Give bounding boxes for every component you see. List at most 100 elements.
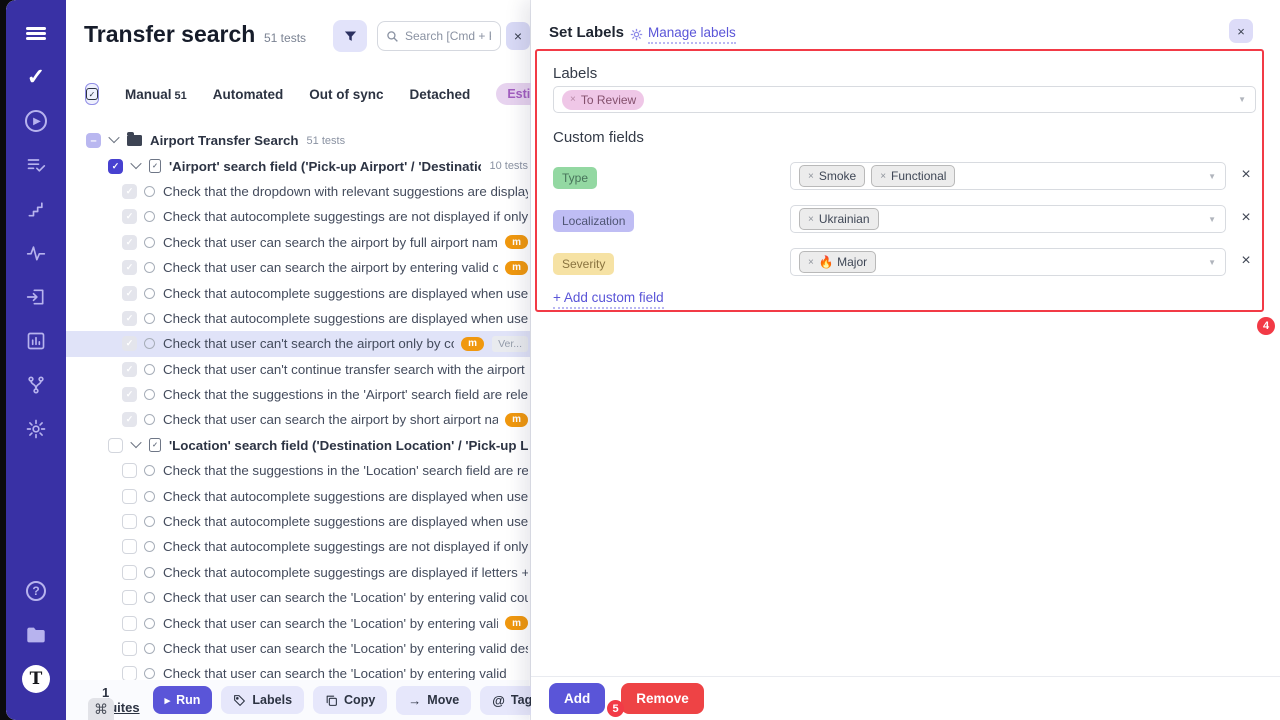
row-checkbox[interactable] — [122, 615, 137, 631]
test-row[interactable]: ✓ Check that autocomplete suggestions are… — [66, 280, 530, 305]
remove-field-button[interactable]: × — [1241, 209, 1251, 226]
row-checkbox[interactable]: ✓ — [108, 158, 123, 174]
analytics-icon[interactable] — [19, 324, 53, 358]
field-value-tag[interactable]: × Functional — [871, 165, 956, 187]
row-checkbox[interactable]: ✓ — [122, 260, 137, 276]
remove-tag-icon[interactable]: × — [808, 256, 814, 268]
remove-tag-icon[interactable]: × — [808, 170, 814, 182]
chevron-down-icon[interactable] — [130, 436, 142, 449]
logo-icon[interactable]: T — [19, 662, 53, 696]
test-row[interactable]: ✓ Check that user can't continue transfer… — [66, 357, 530, 382]
row-checkbox[interactable] — [122, 539, 137, 555]
row-checkbox[interactable]: ✓ — [122, 234, 137, 250]
remove-tag-icon[interactable]: × — [880, 170, 887, 182]
folder-row[interactable]: – Airport Transfer Search 51 tests — [66, 128, 530, 153]
row-title: Check that autocomplete suggestions are … — [163, 514, 528, 530]
projects-icon[interactable] — [19, 618, 53, 652]
move-button[interactable]: → Move — [396, 685, 472, 715]
test-status-icon — [144, 592, 155, 604]
row-checkbox[interactable] — [122, 463, 137, 479]
row-checkbox[interactable]: ✓ — [122, 412, 137, 428]
remove-field-button[interactable]: × — [1241, 166, 1251, 183]
import-icon[interactable] — [19, 280, 53, 314]
copy-button[interactable]: Copy — [313, 686, 388, 714]
remove-field-button[interactable]: × — [1241, 252, 1251, 269]
suite-row[interactable]: ✓ 'Location' search field ('Destination L… — [66, 433, 530, 458]
run-button[interactable]: ▸ Run — [152, 686, 213, 714]
add-custom-field-link[interactable]: + Add custom field — [553, 290, 664, 309]
chevron-down-icon[interactable] — [130, 157, 142, 169]
row-checkbox[interactable] — [122, 514, 137, 530]
remove-button[interactable]: Remove — [621, 683, 704, 714]
tab-out-of-sync[interactable]: Out of sync — [309, 86, 384, 102]
manual-badge: m — [505, 616, 528, 631]
remove-tag-icon[interactable]: × — [570, 94, 576, 105]
suite-row[interactable]: ✓ ✓ 'Airport' search field ('Pick-up Airpo… — [66, 153, 530, 178]
search-input[interactable] — [405, 29, 491, 43]
test-row[interactable]: ✓ Check that user can search the airport … — [66, 230, 530, 255]
test-row[interactable]: ✓ Check that user can search the airport … — [66, 407, 530, 432]
field-value-tag[interactable]: × Ukrainian — [799, 208, 879, 230]
test-row[interactable]: ✓ Check that user can't search the airpor… — [66, 331, 530, 357]
row-checkbox[interactable] — [122, 488, 137, 504]
tab-manual[interactable]: Manual 51 — [125, 86, 187, 102]
milestones-icon[interactable] — [19, 192, 53, 226]
test-row[interactable]: Check that autocomplete suggestings are … — [66, 560, 530, 585]
chevron-down-icon[interactable] — [108, 132, 120, 144]
row-checkbox[interactable]: ✓ — [122, 387, 137, 403]
test-row[interactable]: Check that user can search the 'Location… — [66, 636, 530, 661]
test-row[interactable]: Check that the suggestions in the 'Locat… — [66, 458, 530, 483]
test-row[interactable]: ✓ Check that autocomplete suggestings are… — [66, 204, 530, 229]
row-checkbox[interactable]: ✓ — [122, 361, 137, 377]
test-row[interactable]: Check that user can search the 'Location… — [66, 585, 530, 610]
row-checkbox[interactable] — [122, 564, 137, 580]
runs-icon[interactable]: ▶ — [19, 104, 53, 138]
test-row[interactable]: ✓ Check that user can search the airport … — [66, 255, 530, 280]
row-checkbox[interactable] — [122, 590, 137, 606]
row-checkbox[interactable]: ✓ — [122, 310, 137, 326]
field-select-severity[interactable]: × 🔥 Major ▼ — [790, 248, 1226, 276]
field-select-localization[interactable]: × Ukrainian ▼ — [790, 205, 1226, 233]
label-tag[interactable]: × To Review — [562, 89, 645, 110]
help-icon[interactable]: ? — [19, 574, 53, 608]
row-checkbox[interactable] — [108, 437, 123, 453]
test-row[interactable]: ✓ Check that autocomplete suggestions are… — [66, 306, 530, 331]
search-box[interactable] — [377, 21, 501, 51]
field-value-tag[interactable]: × Smoke — [799, 165, 866, 187]
tests-icon[interactable]: ✓ — [26, 64, 46, 89]
tab-detached[interactable]: Detached — [409, 86, 471, 102]
row-checkbox[interactable]: ✓ — [122, 336, 137, 352]
row-checkbox[interactable]: ✓ — [122, 209, 137, 225]
row-checkbox[interactable]: – — [86, 133, 101, 149]
row-checkbox[interactable] — [122, 641, 137, 656]
tab-automated[interactable]: Automated — [212, 86, 284, 102]
drawer-close-button[interactable]: × — [1229, 19, 1253, 43]
field-select-type[interactable]: × Smoke × Functional ▼ — [790, 162, 1226, 190]
select-all-checkbox[interactable]: ✓ — [85, 83, 99, 105]
test-row[interactable]: Check that autocomplete suggestions are … — [66, 509, 530, 534]
menu-icon[interactable] — [19, 16, 53, 50]
field-value-tag[interactable]: × 🔥 Major — [799, 251, 877, 273]
test-status-icon — [144, 516, 155, 528]
branches-icon[interactable] — [19, 368, 53, 402]
row-checkbox[interactable]: ✓ — [122, 183, 137, 199]
labels-button[interactable]: Labels — [221, 686, 305, 714]
test-row[interactable]: Check that autocomplete suggestions are … — [66, 483, 530, 508]
add-button[interactable]: Add — [549, 683, 606, 714]
remove-tag-icon[interactable]: × — [808, 213, 814, 225]
test-plans-icon[interactable] — [19, 148, 53, 182]
manage-labels-link[interactable]: Manage labels — [630, 25, 736, 44]
row-checkbox[interactable]: ✓ — [122, 285, 137, 301]
test-row[interactable]: ✓ Check that the dropdown with relevant s… — [66, 179, 530, 204]
pulse-icon[interactable] — [19, 236, 53, 270]
search-close-button[interactable]: × — [506, 22, 530, 50]
filter-button[interactable] — [333, 20, 367, 52]
settings-icon[interactable] — [19, 412, 53, 446]
test-row[interactable]: Check that user can search the 'Location… — [66, 610, 530, 635]
labels-select[interactable]: × To Review ▼ — [553, 86, 1256, 113]
test-row[interactable]: ✓ Check that the suggestions in the 'Airp… — [66, 382, 530, 407]
test-row[interactable]: Check that autocomplete suggestings are … — [66, 534, 530, 559]
row-title: Check that user can search the 'Location… — [163, 615, 499, 631]
row-tests-count: 10 tests — [489, 160, 528, 173]
